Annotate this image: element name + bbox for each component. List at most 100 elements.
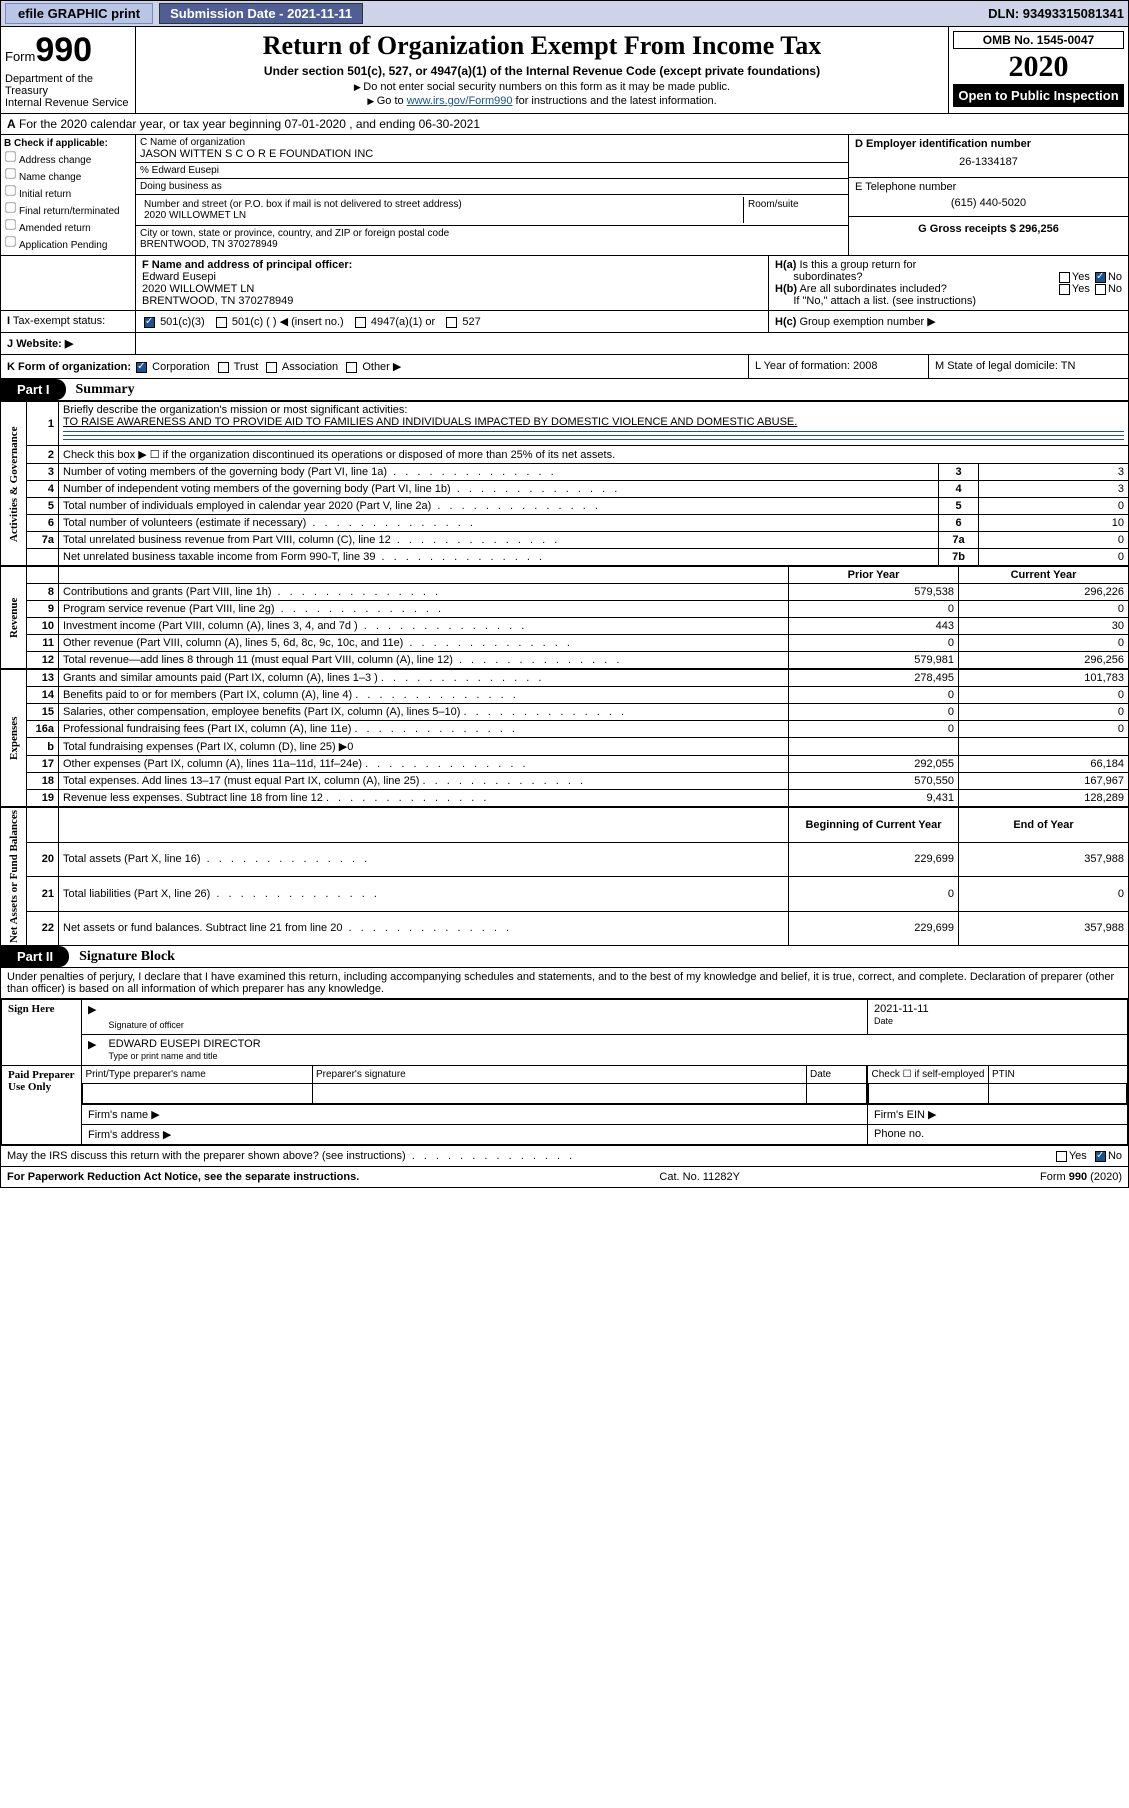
form-ref: Form 990 (2020) <box>1040 1171 1122 1183</box>
form-org-label: K Form of organization: <box>7 361 131 373</box>
gross-receipts: G Gross receipts $ 296,256 <box>918 223 1059 235</box>
tax-year: 2020 <box>953 50 1124 84</box>
firm-name: Firm's name ▶ <box>82 1105 868 1125</box>
open-inspection: Open to Public Inspection <box>953 84 1124 107</box>
chk-501c[interactable] <box>216 317 227 328</box>
preparer-sig-hdr: Preparer's signature <box>313 1066 807 1084</box>
q2-text: Check this box ▶ ☐ if the organization d… <box>59 446 1129 464</box>
chk-501c3[interactable] <box>144 317 155 328</box>
chk-final-return[interactable]: Final return/terminated <box>4 201 132 217</box>
revenue-table: RevenuePrior YearCurrent Year8Contributi… <box>0 566 1129 669</box>
firm-addr: Firm's address ▶ <box>82 1125 868 1145</box>
discuss-yes-chk[interactable] <box>1056 1151 1067 1162</box>
sig-officer-label: Signature of officer <box>108 1020 183 1030</box>
form-header-left: Form990 Department of the Treasury Inter… <box>1 27 136 113</box>
ein: 26-1334187 <box>855 150 1122 174</box>
chk-527[interactable] <box>446 317 457 328</box>
paid-preparer-label: Paid Preparer Use Only <box>2 1066 82 1145</box>
website-label: Website: ▶ <box>16 338 73 350</box>
hb-no-chk[interactable] <box>1095 284 1106 295</box>
officer-addr1: 2020 WILLOWMET LN <box>142 283 254 295</box>
ha-label: Is this a group return for <box>799 259 916 271</box>
chk-initial-return[interactable]: Initial return <box>4 184 132 200</box>
care-of: % Edward Eusepi <box>136 163 848 179</box>
perjury-text: Under penalties of perjury, I declare th… <box>1 968 1128 999</box>
col-c: C Name of organizationJASON WITTEN S C O… <box>136 135 848 255</box>
ha-yes-chk[interactable] <box>1059 272 1070 283</box>
form-header-center: Return of Organization Exempt From Incom… <box>136 27 948 113</box>
sidelabel-ag: Activities & Governance <box>1 402 27 566</box>
dba: Doing business as <box>136 179 848 195</box>
phone-label: E Telephone number <box>855 181 956 193</box>
discuss-no-chk[interactable] <box>1095 1151 1106 1162</box>
street: 2020 WILLOWMET LN <box>144 210 246 221</box>
org-name: JASON WITTEN S C O R E FOUNDATION INC <box>140 148 373 160</box>
chk-corp[interactable] <box>136 362 147 373</box>
page-footer: For Paperwork Reduction Act Notice, see … <box>0 1167 1129 1188</box>
officer-addr2: BRENTWOOD, TN 370278949 <box>142 295 293 307</box>
irs-label: Internal Revenue Service <box>5 97 131 109</box>
sign-here-label: Sign Here <box>2 1000 82 1066</box>
form-number: Form990 <box>5 31 131 70</box>
ha-no-chk[interactable] <box>1095 272 1106 283</box>
phone: (615) 440-5020 <box>855 193 1122 213</box>
efile-print-btn[interactable]: efile GRAPHIC print <box>5 3 153 24</box>
sig-date-label: Date <box>874 1016 893 1026</box>
sig-date-val: 2021-11-11 <box>874 1003 929 1015</box>
hb-label: Are all subordinates included? <box>799 283 946 295</box>
section-fh: F Name and address of principal officer:… <box>0 256 1129 311</box>
dln: DLN: 93493315081341 <box>988 6 1124 21</box>
chk-application-pending[interactable]: Application Pending <box>4 235 132 251</box>
q1-label: Briefly describe the organization's miss… <box>63 404 407 416</box>
irs-form990-link[interactable]: www.irs.gov/Form990 <box>407 95 513 107</box>
sig-name: EDWARD EUSEPI DIRECTOR <box>108 1038 260 1050</box>
hb-note: If "No," attach a list. (see instruction… <box>793 295 976 307</box>
sig-type-label: Type or print name and title <box>108 1051 217 1061</box>
preparer-date-hdr: Date <box>807 1066 867 1084</box>
netassets-table: Net Assets or Fund BalancesBeginning of … <box>0 807 1129 946</box>
chk-assoc[interactable] <box>266 362 277 373</box>
cat-no: Cat. No. 11282Y <box>659 1171 740 1183</box>
part2-header: Part II Signature Block <box>0 946 1129 968</box>
city: BRENTWOOD, TN 370278949 <box>140 239 278 250</box>
row-j: J Website: ▶ <box>0 333 1129 355</box>
hc-label: Group exemption number ▶ <box>799 316 935 328</box>
discuss-row: May the IRS discuss this return with the… <box>0 1146 1129 1167</box>
line-a: A For the 2020 calendar year, or tax yea… <box>0 114 1129 135</box>
chk-address-change[interactable]: Address change <box>4 150 132 166</box>
org-name-label: C Name of organization <box>140 137 245 148</box>
paperwork-notice: For Paperwork Reduction Act Notice, see … <box>7 1171 359 1183</box>
chk-amended-return[interactable]: Amended return <box>4 218 132 234</box>
year-formation: L Year of formation: 2008 <box>748 355 928 378</box>
officer-name: Edward Eusepi <box>142 271 216 283</box>
omb-no: OMB No. 1545-0047 <box>953 31 1124 49</box>
row-klm: K Form of organization: Corporation Trus… <box>0 355 1129 379</box>
ein-label: D Employer identification number <box>855 138 1031 150</box>
section-bcdefg: B Check if applicable: Address change Na… <box>0 135 1129 256</box>
form-header-right: OMB No. 1545-0047 2020 Open to Public In… <box>948 27 1128 113</box>
chk-name-change[interactable]: Name change <box>4 167 132 183</box>
firm-ein: Firm's EIN ▶ <box>868 1105 1128 1125</box>
expenses-table: Expenses13Grants and similar amounts pai… <box>0 669 1129 807</box>
form-title: Return of Organization Exempt From Incom… <box>140 31 944 61</box>
chk-4947[interactable] <box>355 317 366 328</box>
goto-note: Go to www.irs.gov/Form990 for instructio… <box>140 95 944 107</box>
ssn-note: Do not enter social security numbers on … <box>140 81 944 93</box>
submission-date-btn[interactable]: Submission Date - 2021-11-11 <box>159 3 363 24</box>
self-employed-chk[interactable]: Check ☐ if self-employed <box>869 1066 989 1084</box>
section-i-hc: I Tax-exempt status: 501(c)(3) 501(c) ( … <box>0 311 1129 333</box>
state-domicile: M State of legal domicile: TN <box>928 355 1128 378</box>
part1-header: Part I Summary <box>0 379 1129 401</box>
chk-trust[interactable] <box>218 362 229 373</box>
chk-other[interactable] <box>346 362 357 373</box>
dept-treasury: Department of the Treasury <box>5 73 131 97</box>
col-b-checkboxes: B Check if applicable: Address change Na… <box>1 135 136 255</box>
hb-yes-chk[interactable] <box>1059 284 1070 295</box>
city-label: City or town, state or province, country… <box>140 228 449 239</box>
topbar: efile GRAPHIC print Submission Date - 20… <box>0 0 1129 27</box>
ptin-hdr: PTIN <box>989 1066 1127 1084</box>
signature-block: Under penalties of perjury, I declare th… <box>0 968 1129 1146</box>
summary-table: Activities & Governance 1 Briefly descri… <box>0 401 1129 566</box>
col-deg: D Employer identification number26-13341… <box>848 135 1128 255</box>
street-label: Number and street (or P.O. box if mail i… <box>144 199 462 210</box>
